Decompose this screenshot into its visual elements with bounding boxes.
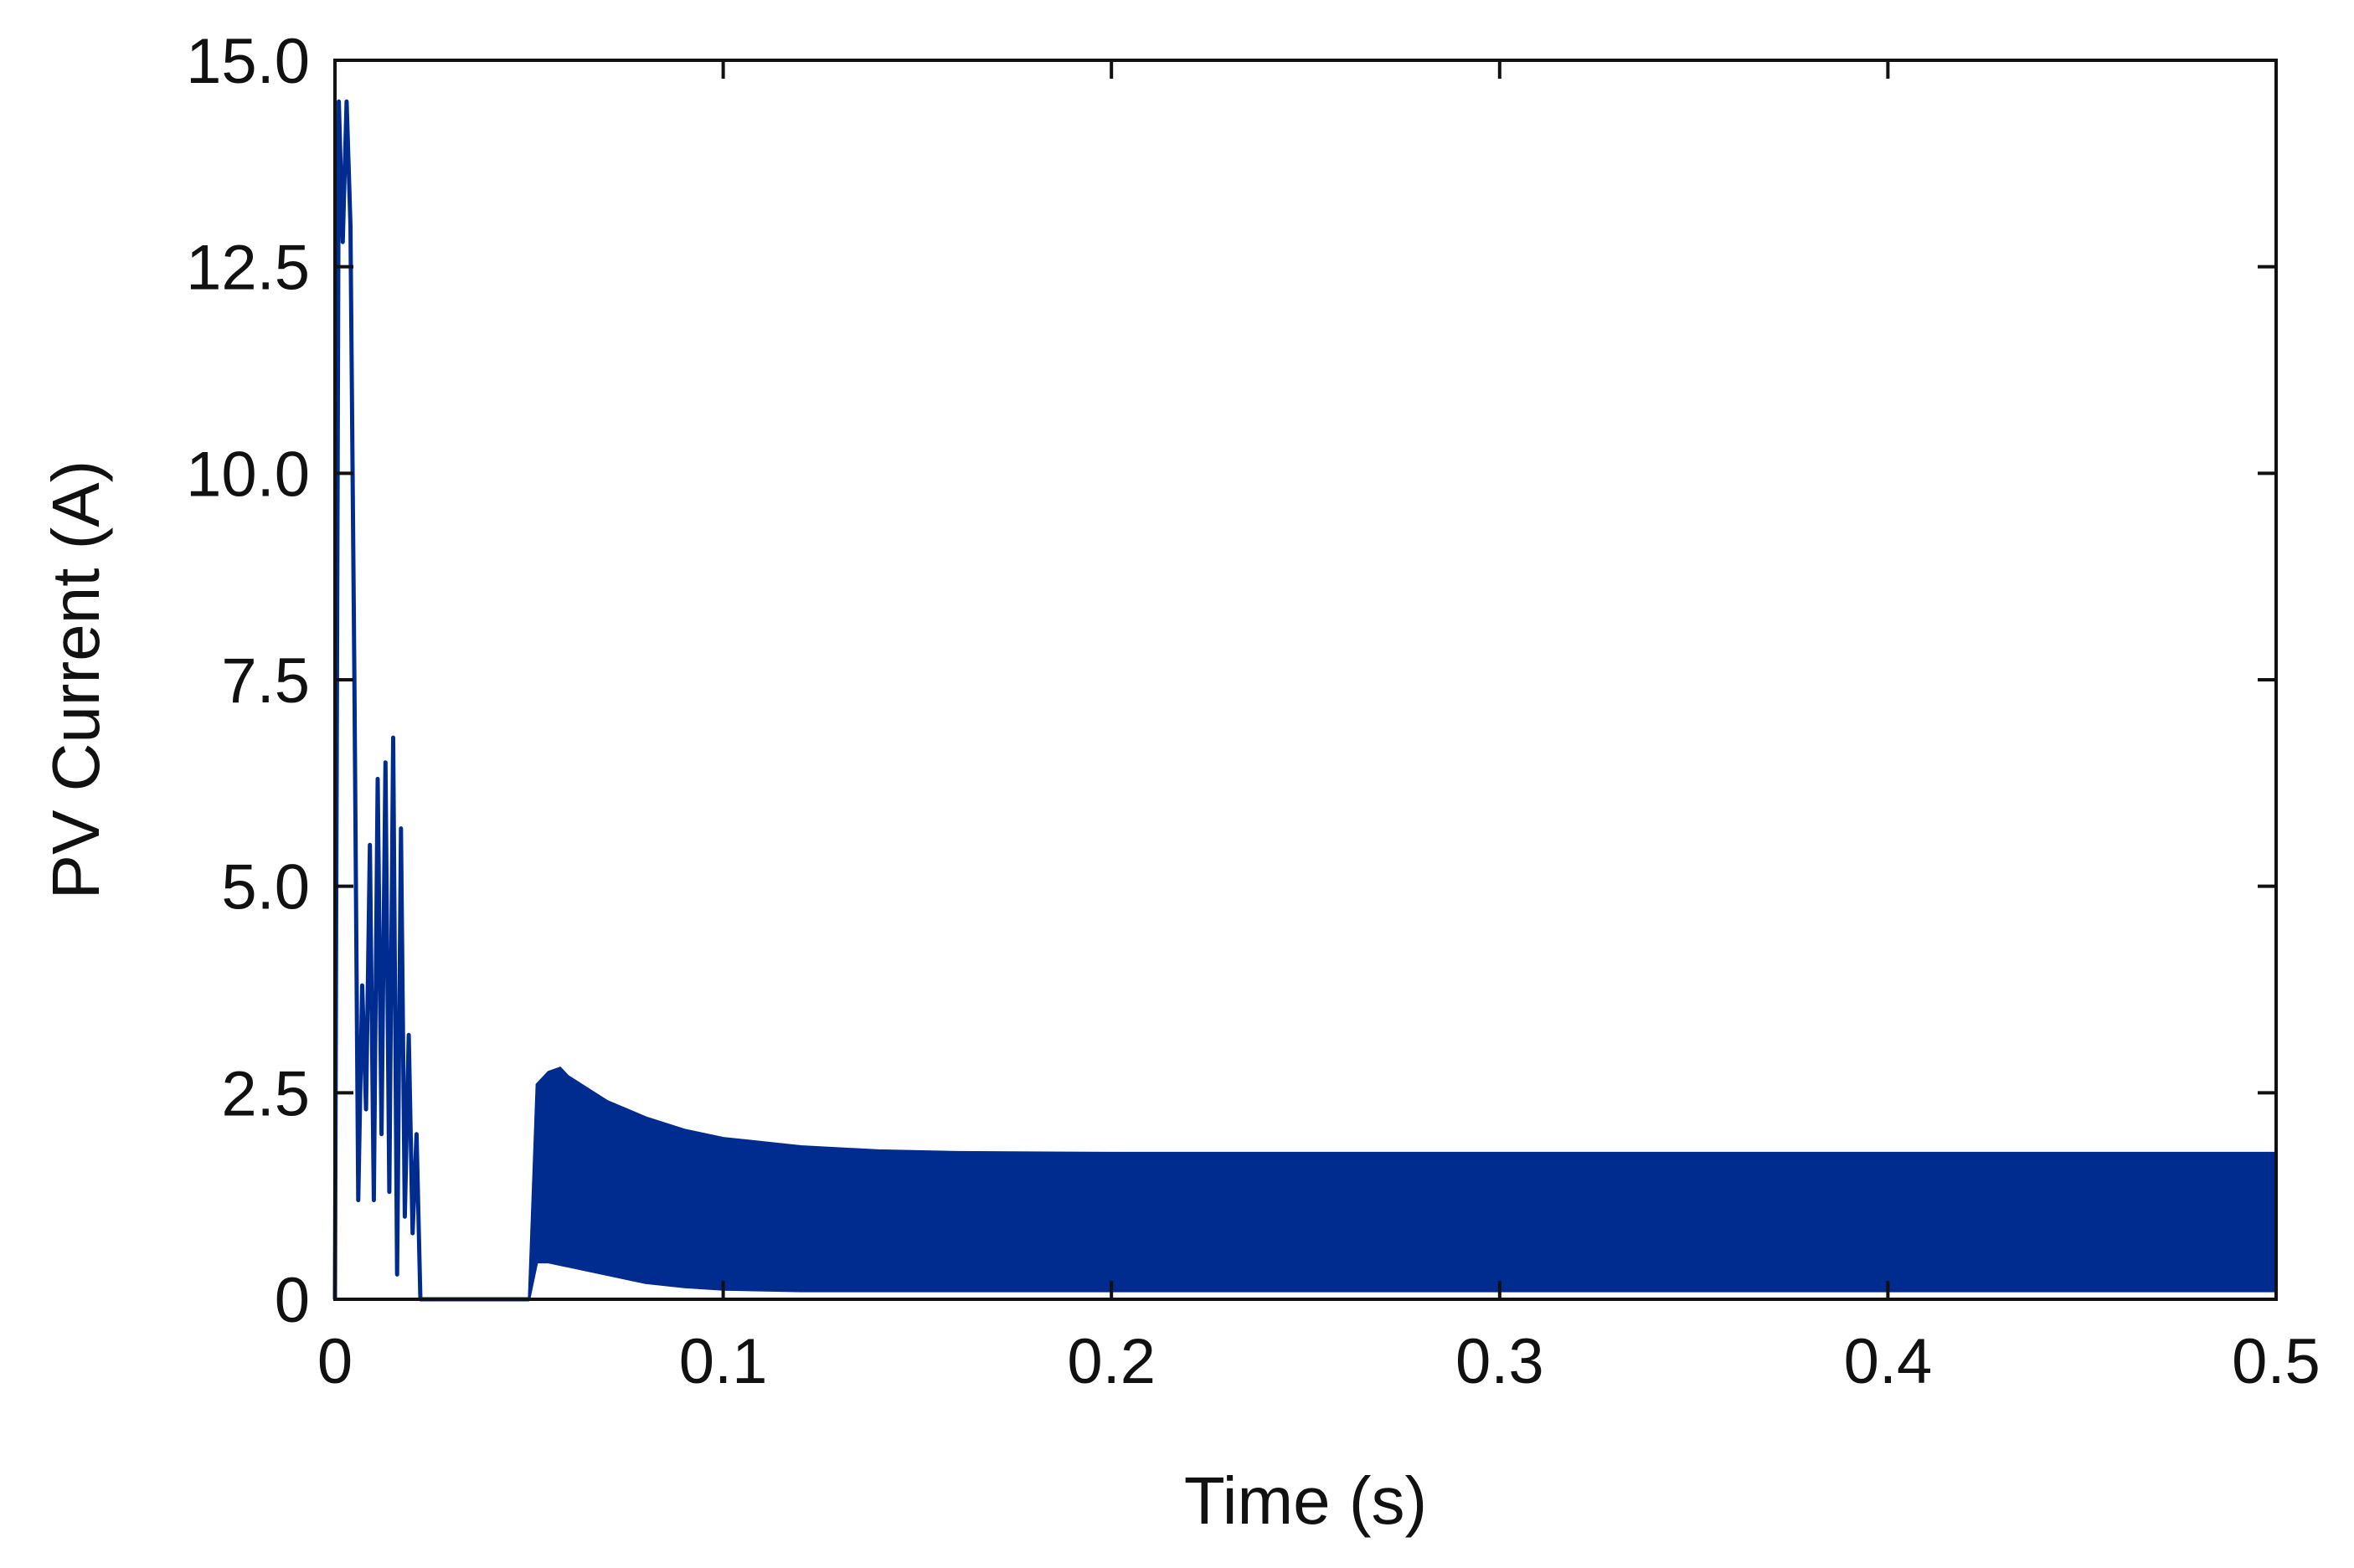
- y-axis: 0 2.5 5.0 7.5 10.0 12.5 15.0: [186, 26, 2276, 1336]
- x-tick-label: 0.2: [1067, 1326, 1156, 1397]
- x-tick-label: 0.5: [2232, 1326, 2321, 1397]
- plot-area: [332, 59, 2278, 1302]
- y-tick-label: 15.0: [186, 26, 310, 97]
- y-tick-label: 5.0: [221, 852, 310, 923]
- series-transient-line: [332, 99, 529, 1302]
- x-axis: 0 0.1 0.2 0.3 0.4 0.5: [317, 60, 2321, 1397]
- x-axis-title: Time (s): [1184, 1463, 1427, 1538]
- y-axis-title: PV Current (A): [39, 460, 113, 900]
- x-tick-label: 0: [317, 1326, 353, 1397]
- x-tick-label: 0.1: [679, 1326, 768, 1397]
- y-tick-label: 7.5: [221, 645, 310, 717]
- y-tick-label: 10.0: [186, 439, 310, 510]
- y-tick-label: 0: [275, 1265, 310, 1336]
- series-envelope-band: [528, 1066, 2278, 1300]
- y-tick-label: 12.5: [186, 233, 310, 304]
- x-tick-label: 0.3: [1455, 1326, 1544, 1397]
- y-tick-label: 2.5: [221, 1058, 310, 1129]
- x-tick-label: 0.4: [1844, 1326, 1933, 1397]
